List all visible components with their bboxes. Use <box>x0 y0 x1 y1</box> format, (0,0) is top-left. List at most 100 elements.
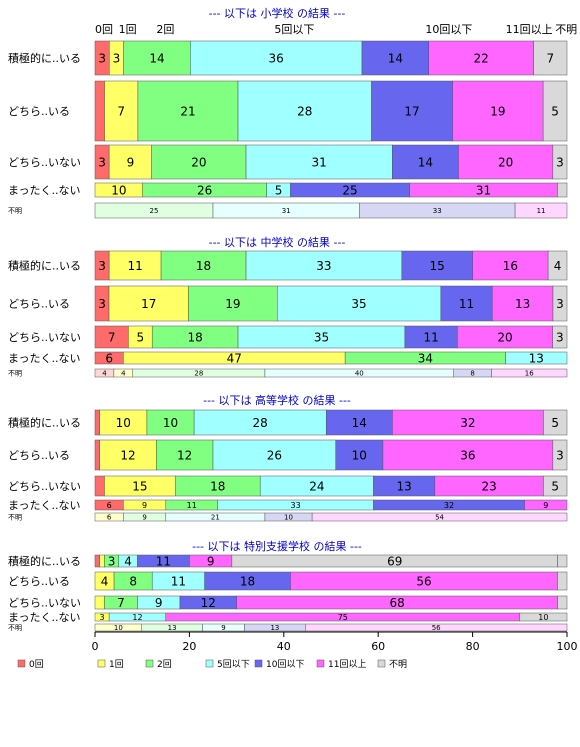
bar-segment <box>557 595 568 610</box>
bar-segment <box>519 612 568 622</box>
top-category-label: 10回以下 <box>425 23 472 36</box>
bar-segment <box>542 80 568 142</box>
top-category-label: 11回以上 <box>506 23 553 36</box>
data-label: 6 <box>105 351 113 365</box>
data-label: 11 <box>187 501 197 510</box>
bar-segment <box>326 409 393 436</box>
top-category-label: 2回 <box>156 23 174 36</box>
data-label: 24 <box>309 479 324 493</box>
data-label: 25 <box>150 207 159 215</box>
data-label: 36 <box>269 51 284 65</box>
bar-segment <box>94 439 100 471</box>
data-label: 12 <box>132 613 142 622</box>
panel-title: --- 以下は 中学校 の結果 --- <box>209 235 346 249</box>
data-label: 9 <box>207 554 215 568</box>
data-label: 10 <box>163 416 178 430</box>
data-label: 20 <box>191 155 206 169</box>
bar-segment <box>94 80 105 142</box>
bar-segment <box>311 512 568 522</box>
data-label: 3 <box>556 330 564 344</box>
data-label: 32 <box>460 416 475 430</box>
data-label: 3 <box>100 613 105 622</box>
bar-segment <box>543 409 568 436</box>
bar-segment <box>557 182 568 198</box>
data-label: 11 <box>127 259 142 273</box>
legend-swatch <box>254 659 263 668</box>
data-label: 10 <box>111 183 126 197</box>
top-category-label: 不明 <box>555 23 577 36</box>
data-label: 36 <box>460 448 475 462</box>
data-label: 12 <box>177 448 192 462</box>
data-label: 18 <box>196 259 211 273</box>
bar-segment <box>335 439 384 471</box>
data-label: 14 <box>149 51 164 65</box>
data-label: 6 <box>107 501 112 510</box>
data-label: 13 <box>270 624 279 632</box>
data-label: 19 <box>490 104 505 118</box>
data-label: 69 <box>387 554 402 568</box>
bar-segment <box>237 80 372 142</box>
legend-swatch <box>17 659 26 668</box>
x-tick-label: 20 <box>182 640 196 653</box>
data-label: 9 <box>142 501 147 510</box>
bar-segment <box>371 80 453 142</box>
bar-segment <box>392 409 544 436</box>
bar-segment <box>491 368 568 378</box>
data-label: 3 <box>108 554 116 568</box>
bar-segment <box>94 409 100 436</box>
data-label: 13 <box>397 479 412 493</box>
data-label: 3 <box>556 297 564 311</box>
data-label: 9 <box>127 155 135 169</box>
data-label: 54 <box>435 514 444 522</box>
row-label: まったく..ない <box>8 352 81 365</box>
bar-segment <box>123 40 191 76</box>
data-label: 28 <box>297 104 312 118</box>
data-label: 26 <box>197 183 212 197</box>
data-label: 28 <box>253 416 268 430</box>
row-label: まったく..ない <box>8 499 81 512</box>
bar-segment <box>277 285 442 322</box>
bar-segment <box>392 144 459 180</box>
data-label: 68 <box>389 596 404 610</box>
bar-segment <box>458 144 554 180</box>
row-label: 不明 <box>8 514 22 522</box>
data-label: 11 <box>459 297 474 311</box>
row-label: 積極的に..いる <box>8 415 81 429</box>
legend-swatch <box>316 659 325 668</box>
row-label: どちら..いない <box>8 156 81 169</box>
data-label: 28 <box>194 370 203 378</box>
data-label: 12 <box>120 448 135 462</box>
data-label: 9 <box>142 514 146 522</box>
data-label: 15 <box>430 259 445 273</box>
data-label: 3 <box>98 51 106 65</box>
bar-segment <box>552 285 568 322</box>
data-label: 33 <box>291 501 301 510</box>
data-label: 7 <box>117 596 125 610</box>
row-label: 不明 <box>8 207 22 215</box>
data-label: 47 <box>227 351 242 365</box>
data-label: 40 <box>355 370 364 378</box>
bar-segment <box>543 475 568 497</box>
data-label: 3 <box>98 297 106 311</box>
data-label: 33 <box>316 259 331 273</box>
top-category-label: 1回 <box>119 23 137 36</box>
bar-segment <box>104 80 139 142</box>
data-label: 21 <box>180 104 195 118</box>
data-label: 26 <box>267 448 282 462</box>
data-label: 56 <box>432 624 441 632</box>
data-label: 35 <box>351 297 366 311</box>
data-label: 4 <box>124 554 132 568</box>
data-label: 10 <box>538 613 548 622</box>
row-label: どちら..いる <box>8 575 70 588</box>
data-label: 35 <box>314 330 329 344</box>
data-label: 20 <box>497 330 512 344</box>
data-label: 23 <box>481 479 496 493</box>
data-label: 10 <box>116 416 131 430</box>
bar-segment <box>108 144 152 180</box>
x-tick-label: 100 <box>557 640 578 653</box>
bar-segment <box>452 80 544 142</box>
panel-title: --- 以下は 高等学校 の結果 --- <box>203 393 351 407</box>
data-label: 8 <box>470 370 474 378</box>
data-label: 4 <box>121 370 126 378</box>
